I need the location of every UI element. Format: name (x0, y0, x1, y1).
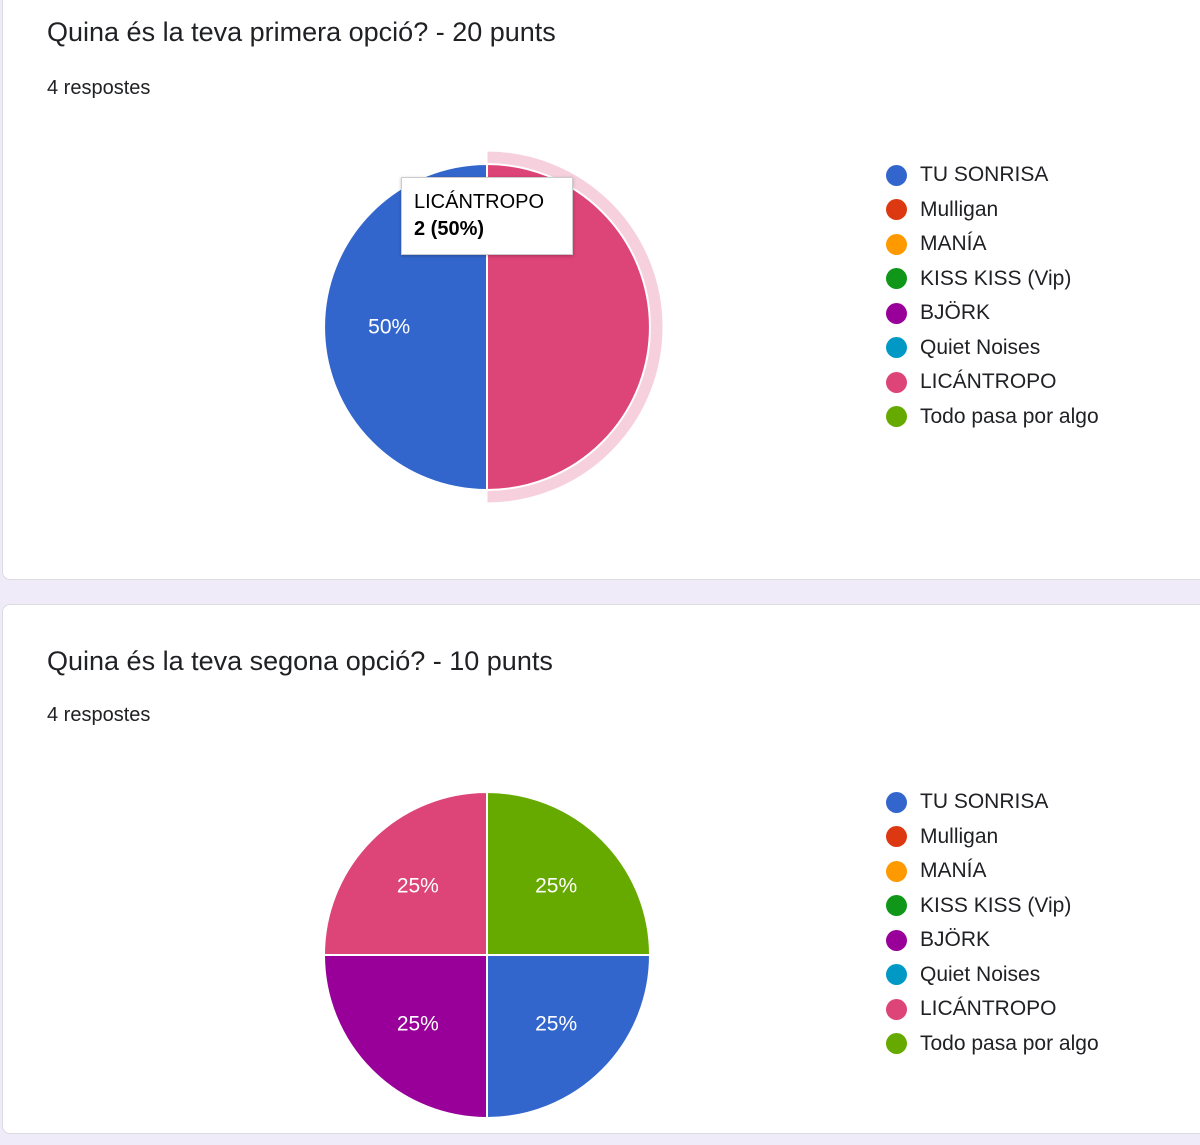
legend-item-todo-pasa-por-algo[interactable]: Todo pasa por algo (886, 400, 1099, 435)
legend-label: KISS KISS (Vip) (920, 893, 1072, 917)
legend-label: BJÖRK (920, 928, 991, 952)
pie-slice-bjork[interactable] (322, 954, 488, 1120)
legend-label: Quiet Noises (920, 962, 1041, 986)
pie-slice-licantropo[interactable] (322, 790, 488, 956)
legend-item-mulligan[interactable]: Mulligan (886, 193, 1099, 228)
legend-item-licantropo[interactable]: LICÁNTROPO (886, 992, 1099, 1027)
legend-swatch (886, 895, 907, 917)
question-card-1: Quina és la teva primera opció? - 20 pun… (2, 0, 1200, 580)
legend-swatch (886, 826, 907, 848)
legend-label: TU SONRISA (920, 790, 1049, 814)
legend-item-licantropo[interactable]: LICÁNTROPO (886, 365, 1099, 400)
legend-swatch (886, 199, 907, 221)
legend-swatch (886, 371, 907, 393)
legend-swatch (886, 860, 907, 882)
legend-item-mania[interactable]: MANÍA (886, 854, 1099, 889)
chart-legend-2: TU SONRISA Mulligan MANÍA KISS KISS (Vip) BJ… (886, 785, 1099, 1061)
pie-chart-2[interactable]: 25% 25% 25% 25% (283, 745, 703, 1145)
slice-percent-label: 25% (397, 874, 439, 897)
legend-item-tu-sonrisa[interactable]: TU SONRISA (886, 158, 1099, 193)
legend-label: Todo pasa por algo (920, 404, 1099, 428)
legend-label: Todo pasa por algo (920, 1031, 1099, 1055)
legend-item-quiet-noises[interactable]: Quiet Noises (886, 958, 1099, 993)
legend-label: MANÍA (920, 859, 987, 883)
legend-item-kiss-kiss-vip[interactable]: KISS KISS (Vip) (886, 889, 1099, 924)
legend-label: LICÁNTROPO (920, 370, 1057, 394)
legend-swatch (886, 929, 907, 951)
legend-swatch (886, 302, 907, 324)
legend-label: BJÖRK (920, 301, 991, 325)
slice-percent-label: 25% (535, 874, 577, 897)
question-title: Quina és la teva primera opció? - 20 pun… (47, 17, 556, 47)
chart-tooltip: LICÁNTROPO 2 (50%) (401, 177, 573, 255)
legend-swatch (886, 337, 907, 359)
legend-item-kiss-kiss-vip[interactable]: KISS KISS (Vip) (886, 262, 1099, 297)
legend-swatch (886, 964, 907, 986)
legend-item-mania[interactable]: MANÍA (886, 227, 1099, 262)
chart-legend-1: TU SONRISA Mulligan MANÍA KISS KISS (Vip) BJ… (886, 158, 1099, 434)
legend-item-todo-pasa-por-algo[interactable]: Todo pasa por algo (886, 1027, 1099, 1062)
legend-label: MANÍA (920, 232, 987, 256)
question-card-2: Quina és la teva segona opció? - 10 punt… (2, 604, 1200, 1134)
slice-percent-label: 50% (368, 316, 410, 339)
legend-swatch (886, 233, 907, 255)
slice-percent-label: 25% (535, 1013, 577, 1036)
legend-item-mulligan[interactable]: Mulligan (886, 820, 1099, 855)
legend-swatch (886, 998, 907, 1020)
legend-item-quiet-noises[interactable]: Quiet Noises (886, 331, 1099, 366)
legend-swatch (886, 406, 907, 428)
legend-swatch (886, 1033, 907, 1055)
legend-label: TU SONRISA (920, 163, 1049, 187)
pie-slice-todo-pasa-por-algo[interactable] (486, 790, 652, 956)
legend-label: Quiet Noises (920, 335, 1041, 359)
legend-label: KISS KISS (Vip) (920, 266, 1072, 290)
legend-swatch (886, 268, 907, 290)
legend-label: Mulligan (920, 197, 999, 221)
legend-label: LICÁNTROPO (920, 997, 1057, 1021)
response-count: 4 respostes (47, 704, 151, 726)
response-count: 4 respostes (47, 77, 151, 99)
legend-label: Mulligan (920, 824, 999, 848)
tooltip-label: LICÁNTROPO (414, 191, 545, 213)
legend-swatch (886, 164, 907, 186)
legend-item-bjork[interactable]: BJÖRK (886, 296, 1099, 331)
slice-percent-label: 25% (397, 1013, 439, 1036)
legend-swatch (886, 791, 907, 813)
tooltip-value: 2 (50%) (414, 218, 485, 240)
pie-slice-tu-sonrisa[interactable] (486, 954, 652, 1120)
legend-item-tu-sonrisa[interactable]: TU SONRISA (886, 785, 1099, 820)
legend-item-bjork[interactable]: BJÖRK (886, 923, 1099, 958)
question-title: Quina és la teva segona opció? - 10 punt… (47, 646, 553, 676)
